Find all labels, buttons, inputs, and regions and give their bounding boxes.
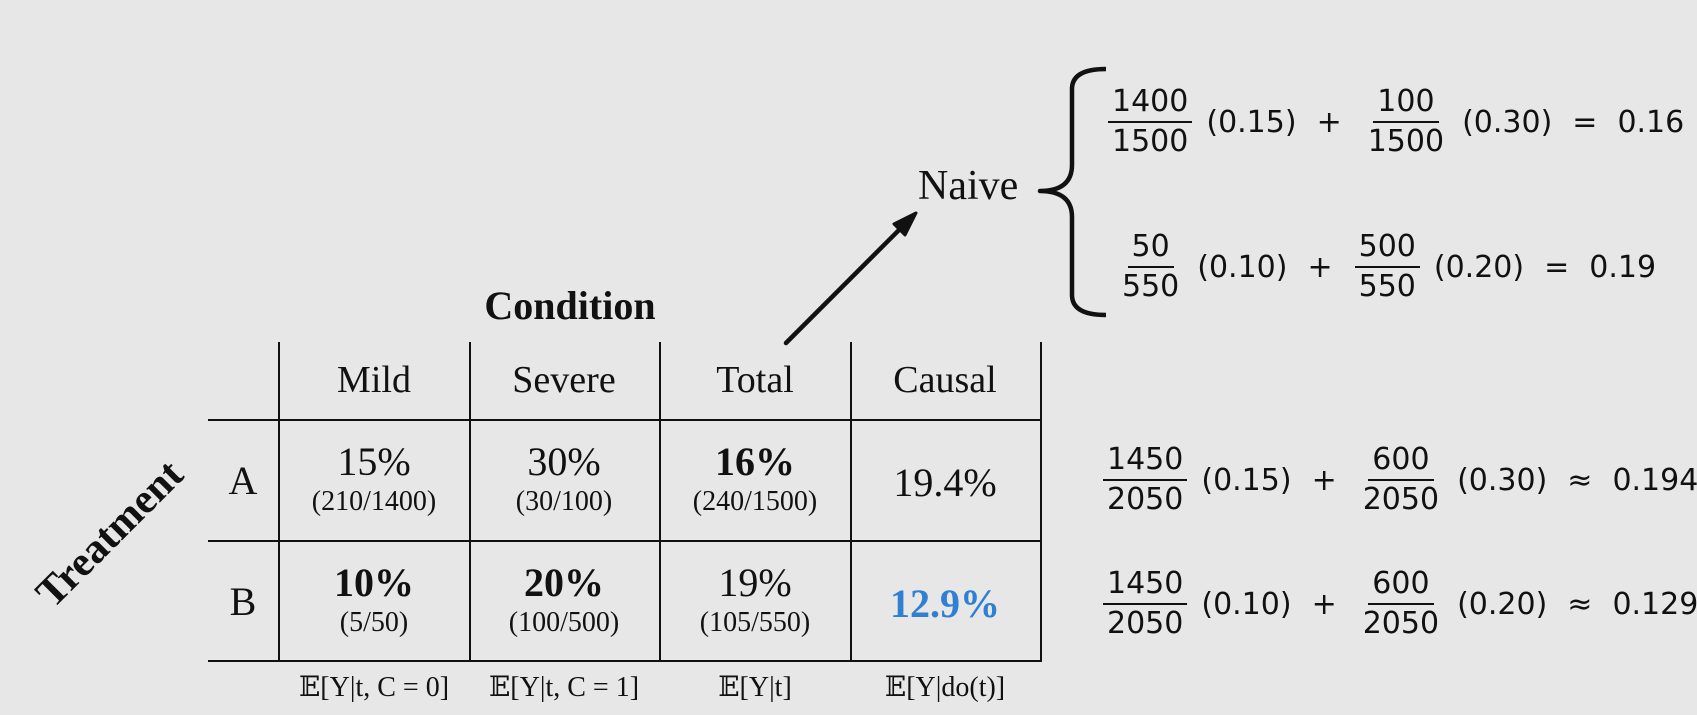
table-vline-4 (850, 342, 852, 662)
footer-causal-expectation: 𝔼[Y|do(t)] (884, 672, 1006, 703)
numerator: 50 (1127, 230, 1174, 268)
column-header-causal: Causal (893, 359, 997, 401)
row-header-a: A (228, 458, 258, 503)
operator: + (1307, 249, 1333, 285)
probability: (0.20) (1433, 249, 1525, 285)
relation: ≈ (1567, 462, 1593, 498)
table-vline-1 (278, 342, 280, 662)
table-vline-2 (469, 342, 471, 662)
cell-b-severe: 20% (100/500) (469, 561, 659, 641)
naive-equation-b: 50 550 (0.10) + 500 550 (0.20) = 0.19 (1110, 225, 1662, 309)
numerator: 100 (1373, 85, 1439, 123)
fraction: 500 550 (1354, 230, 1420, 304)
denominator: 1500 (1112, 124, 1189, 159)
causal-equation-b: 1450 2050 (0.10) + 600 2050 (0.20) ≈ 0.129 (1095, 562, 1697, 646)
cell-b-total: 19% (105/550) (660, 561, 850, 641)
cell-fraction: (240/1500) (692, 486, 818, 517)
treatment-title: Treatment (27, 451, 193, 617)
table-vline-3 (659, 342, 661, 662)
result: 0.194 (1612, 462, 1697, 498)
cell-percent: 30% (527, 439, 601, 484)
operator: + (1311, 586, 1337, 622)
cell-fraction: (210/1400) (311, 486, 437, 517)
condition-title: Condition (484, 283, 656, 328)
arrow-head (892, 211, 918, 237)
table-vline-5 (1040, 342, 1042, 662)
cell-a-mild: 15% (210/1400) (279, 440, 469, 520)
fraction: 1400 1500 (1108, 85, 1193, 159)
denominator: 550 (1122, 269, 1180, 304)
table-hline-1 (208, 419, 1042, 421)
cell-b-causal: 12.9% (890, 581, 1000, 626)
denominator: 2050 (1107, 606, 1184, 641)
numerator: 500 (1354, 230, 1420, 268)
fraction: 50 550 (1118, 230, 1183, 304)
column-header-severe: Severe (512, 359, 616, 401)
cell-b-mild: 10% (5/50) (279, 561, 469, 641)
probability: (0.30) (1462, 104, 1553, 140)
cell-fraction: (105/550) (699, 607, 811, 638)
cell-percent: 10% (334, 560, 414, 605)
column-header-mild: Mild (337, 359, 411, 401)
relation: ≈ (1567, 586, 1593, 622)
probability: (0.30) (1457, 462, 1548, 498)
denominator: 2050 (1107, 482, 1184, 517)
cell-percent: 19% (718, 560, 792, 605)
cell-a-severe: 30% (30/100) (469, 440, 659, 520)
fraction: 100 1500 (1364, 85, 1448, 159)
column-header-total: Total (716, 359, 794, 401)
operator: + (1316, 104, 1342, 140)
numerator: 1400 (1108, 85, 1193, 123)
cell-percent: 16% (715, 439, 795, 484)
naive-equation-a: 1400 1500 (0.15) + 100 1500 (0.30) = 0.16 (1100, 80, 1690, 164)
footer-severe-expectation: 𝔼[Y|t, C = 1] (488, 672, 640, 703)
brace-path (1037, 66, 1106, 318)
fraction: 1450 2050 (1103, 443, 1188, 517)
denominator: 550 (1358, 269, 1416, 304)
fraction: 600 2050 (1359, 567, 1443, 641)
denominator: 2050 (1362, 482, 1440, 517)
cell-fraction: (5/50) (339, 607, 409, 638)
relation: = (1544, 249, 1570, 285)
probability: (0.15) (1201, 462, 1292, 498)
naive-label: Naive (918, 163, 1019, 209)
cell-percent: 20% (524, 560, 604, 605)
footer-mild-expectation: 𝔼[Y|t, C = 0] (298, 672, 450, 703)
probability: (0.15) (1206, 104, 1297, 140)
row-header-b: B (229, 579, 257, 624)
curly-brace (1037, 66, 1106, 318)
cell-fraction: (30/100) (515, 486, 613, 517)
numerator: 1450 (1103, 443, 1188, 481)
arrow-shaft (783, 224, 905, 346)
probability: (0.10) (1201, 586, 1292, 622)
probability: (0.10) (1197, 249, 1288, 285)
cell-a-total: 16% (240/1500) (660, 440, 850, 520)
cell-a-causal: 19.4% (893, 460, 997, 505)
operator: + (1311, 462, 1337, 498)
causal-equation-a: 1450 2050 (0.15) + 600 2050 (0.30) ≈ 0.194 (1095, 438, 1697, 522)
table-hline-3 (208, 660, 1042, 662)
result: 0.129 (1612, 586, 1697, 622)
denominator: 1500 (1367, 124, 1445, 159)
fraction: 1450 2050 (1103, 567, 1188, 641)
result: 0.16 (1617, 104, 1685, 140)
result: 0.19 (1589, 249, 1657, 285)
footer-total-expectation: 𝔼[Y|t] (718, 672, 792, 703)
fraction: 600 2050 (1359, 443, 1443, 517)
relation: = (1572, 104, 1598, 140)
denominator: 2050 (1362, 606, 1440, 641)
table-hline-2 (208, 540, 1042, 542)
numerator: 600 (1368, 443, 1434, 481)
cell-percent: 15% (337, 439, 411, 484)
probability: (0.20) (1457, 586, 1548, 622)
numerator: 1450 (1103, 567, 1188, 605)
cell-fraction: (100/500) (508, 607, 620, 638)
arrow-total-to-naive (783, 211, 918, 346)
numerator: 600 (1368, 567, 1434, 605)
